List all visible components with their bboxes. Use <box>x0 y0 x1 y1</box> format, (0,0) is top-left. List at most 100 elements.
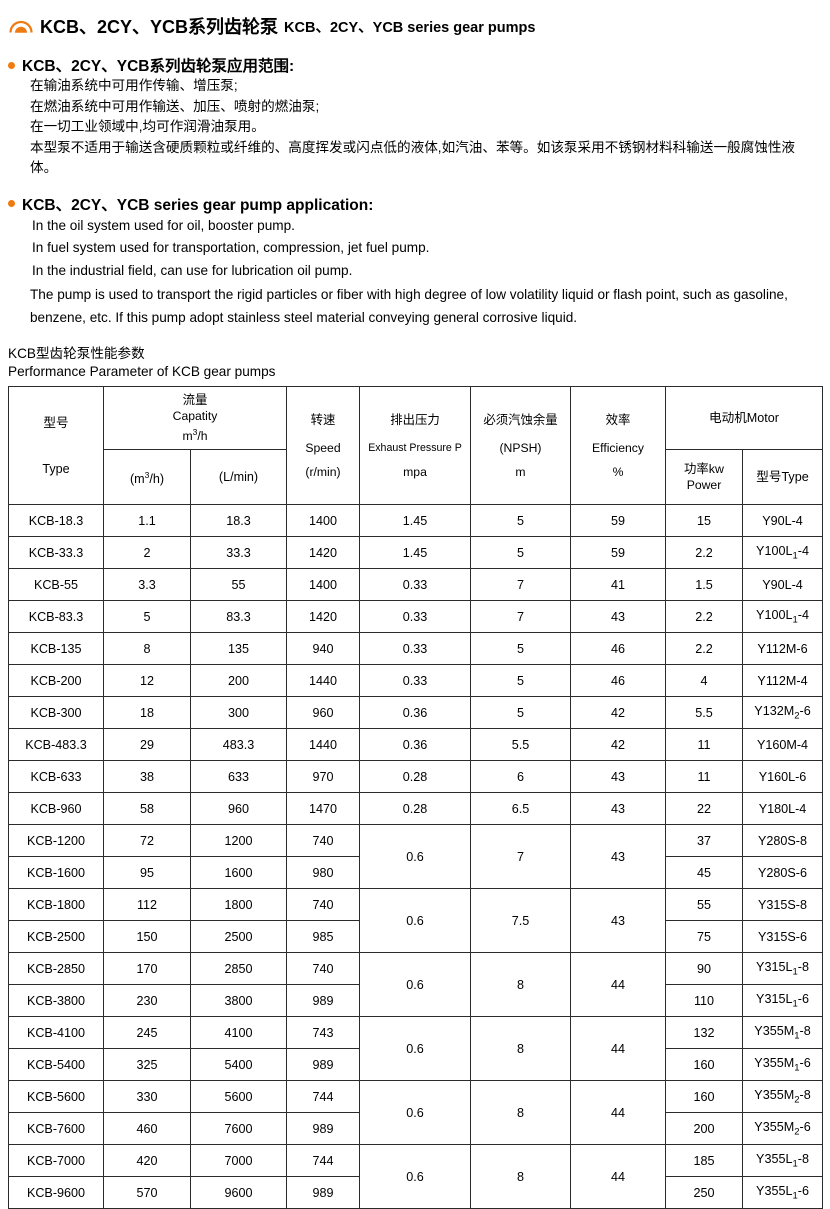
cell-efficiency: 44 <box>570 1144 666 1209</box>
cell-capacity-lmin: 633 <box>190 760 287 794</box>
header-speed: 转速 Speed (r/min) <box>286 385 360 506</box>
header-speed-en: Speed <box>305 440 341 455</box>
header-npsh: 必须汽蚀余量 (NPSH) m <box>470 385 571 506</box>
cell-motor-power: 37 <box>665 824 743 858</box>
cell-npsh: 8 <box>470 1080 571 1146</box>
cell-capacity-lmin: 1600 <box>190 856 287 890</box>
cell-capacity-lmin: 1200 <box>190 824 287 858</box>
cell-motor-type: Y180L-4 <box>741 792 824 826</box>
cell-speed: 743 <box>286 1016 360 1050</box>
cell-motor-type: Y355M1-6 <box>741 1048 824 1082</box>
table-header-row-2: (m3/h) (L/min) 功率kw Power 型号Type <box>9 449 824 506</box>
table-caption-cn: KCB型齿轮泵性能参数 <box>8 346 145 361</box>
cell-type: KCB-83.3 <box>8 600 104 634</box>
cell-capacity-lmin: 18.3 <box>190 504 287 538</box>
cell-motor-type: Y315L1-6 <box>741 984 824 1018</box>
cell-speed: 1420 <box>286 536 360 570</box>
header-motor-power-en: Power <box>686 478 722 493</box>
cell-speed: 744 <box>286 1144 360 1178</box>
cell-capacity-lmin: 200 <box>190 664 287 698</box>
cell-type: KCB-55 <box>8 568 104 602</box>
cell-capacity-lmin: 2850 <box>190 952 287 986</box>
header-speed-unit: (r/min) <box>305 464 341 479</box>
table-row: KCB-633 38 633 970 0.28 6 43 11 Y160L-6 <box>8 760 824 794</box>
motor-type-subscript: 1 <box>792 966 798 978</box>
bullet-dot-icon <box>8 200 15 207</box>
header-pressure: 排出压力 Exhaust Pressure P mpa <box>359 385 471 506</box>
cell-capacity-m3h: 230 <box>103 984 191 1018</box>
cell-motor-power: 75 <box>665 920 743 954</box>
section-cn-line-2: 在燃油系统中可用作输送、加压、喷射的燃油泵; <box>30 98 320 114</box>
cell-speed: 960 <box>286 696 360 730</box>
cell-motor-power: 250 <box>665 1176 743 1209</box>
table-row: KCB-960 58 960 1470 0.28 6.5 43 22 Y180L-4 <box>8 792 824 826</box>
cell-motor-power: 185 <box>665 1144 743 1178</box>
cell-speed: 740 <box>286 952 360 986</box>
cell-efficiency: 44 <box>570 1080 666 1146</box>
cell-pressure: 0.6 <box>359 824 471 890</box>
section-cn-line-3: 在一切工业领域中,均可作润滑油泵用。 <box>30 119 265 134</box>
cell-npsh: 5 <box>470 664 571 698</box>
performance-parameter-table: 型号 Type 流量 Capatity m3/h 转速 Speed (r/min… <box>8 385 824 1209</box>
cell-pressure: 1.45 <box>359 536 471 570</box>
cell-type: KCB-1600 <box>8 856 104 890</box>
cell-pressure: 0.36 <box>359 728 471 762</box>
header-efficiency: 效率 Efficiency % <box>570 385 666 506</box>
cell-speed: 1400 <box>286 504 360 538</box>
cell-efficiency: 43 <box>570 760 666 794</box>
cell-motor-power: 132 <box>665 1016 743 1050</box>
cell-type: KCB-9600 <box>8 1176 104 1209</box>
cell-pressure: 0.36 <box>359 696 471 730</box>
cell-type: KCB-960 <box>8 792 104 826</box>
cell-speed: 980 <box>286 856 360 890</box>
cell-type: KCB-1800 <box>8 888 104 922</box>
header-pressure-cn: 排出压力 <box>390 412 440 427</box>
section-application-en: KCB、2CY、YCB series gear pump application… <box>0 193 830 330</box>
section-heading-en: KCB、2CY、YCB series gear pump application… <box>8 193 830 215</box>
table-caption: KCB型齿轮泵性能参数 Performance Parameter of KCB… <box>0 345 830 380</box>
cell-capacity-lmin: 5400 <box>190 1048 287 1082</box>
cell-capacity-m3h: 3.3 <box>103 568 191 602</box>
cell-capacity-lmin: 483.3 <box>190 728 287 762</box>
cell-speed: 1470 <box>286 792 360 826</box>
cell-npsh: 7 <box>470 600 571 634</box>
cell-motor-type: Y132M2-6 <box>741 696 824 730</box>
section-cn-paragraph: 本型泵不适用于输送含硬质颗粒或纤维的、高度挥发或闪点低的液体,如汽油、苯等。如该… <box>30 139 796 176</box>
header-npsh-cn: 必须汽蚀余量 <box>483 412 558 427</box>
header-efficiency-cn: 效率 <box>605 412 631 427</box>
table-row: KCB-55 3.3 55 1400 0.33 7 41 1.5 Y90L-4 <box>8 568 824 602</box>
cell-motor-type: Y112M-4 <box>741 664 824 698</box>
header-capacity: 流量 Capatity m3/h <box>103 385 287 451</box>
table-row: KCB-1800 112 1800 740 0.6 7.5 43 55 Y315S-8 <box>8 888 824 954</box>
cell-npsh: 5.5 <box>470 728 571 762</box>
header-speed-cn: 转速 <box>310 412 336 427</box>
cell-pressure: 0.6 <box>359 1144 471 1209</box>
section-application-cn: KCB、2CY、YCB系列齿轮泵应用范围: 在输油系统中可用作传输、增压泵; 在… <box>0 54 830 179</box>
table-row: KCB-5600 330 5600 744 0.6 8 44 160 Y355M2-8 <box>8 1080 824 1146</box>
cell-motor-power: 110 <box>665 984 743 1018</box>
cell-type: KCB-135 <box>8 632 104 666</box>
cell-motor-power: 160 <box>665 1080 743 1114</box>
cell-speed: 740 <box>286 888 360 922</box>
section-heading-cn: KCB、2CY、YCB系列齿轮泵应用范围: <box>8 54 830 76</box>
cell-efficiency: 43 <box>570 792 666 826</box>
cell-type: KCB-2500 <box>8 920 104 954</box>
cell-type: KCB-7600 <box>8 1112 104 1146</box>
cell-efficiency: 46 <box>570 664 666 698</box>
cell-speed: 740 <box>286 824 360 858</box>
cell-type: KCB-4100 <box>8 1016 104 1050</box>
cell-motor-type: Y112M-6 <box>741 632 824 666</box>
motor-type-subscript: 1 <box>792 550 798 562</box>
cell-efficiency: 43 <box>570 888 666 954</box>
cell-speed: 1420 <box>286 600 360 634</box>
section-en-paragraph: The pump is used to transport the rigid … <box>30 287 788 325</box>
motor-type-subscript: 1 <box>794 1030 800 1042</box>
cell-motor-power: 4 <box>665 664 743 698</box>
table-row: KCB-83.3 5 83.3 1420 0.33 7 43 2.2 Y100L1-4 <box>8 600 824 634</box>
cell-speed: 985 <box>286 920 360 954</box>
cell-capacity-m3h: 570 <box>103 1176 191 1209</box>
section-cn-line-1: 在输油系统中可用作传输、增压泵; <box>30 78 238 93</box>
cell-type: KCB-300 <box>8 696 104 730</box>
header-capacity-lmin: (L/min) <box>190 449 287 506</box>
cell-capacity-m3h: 95 <box>103 856 191 890</box>
